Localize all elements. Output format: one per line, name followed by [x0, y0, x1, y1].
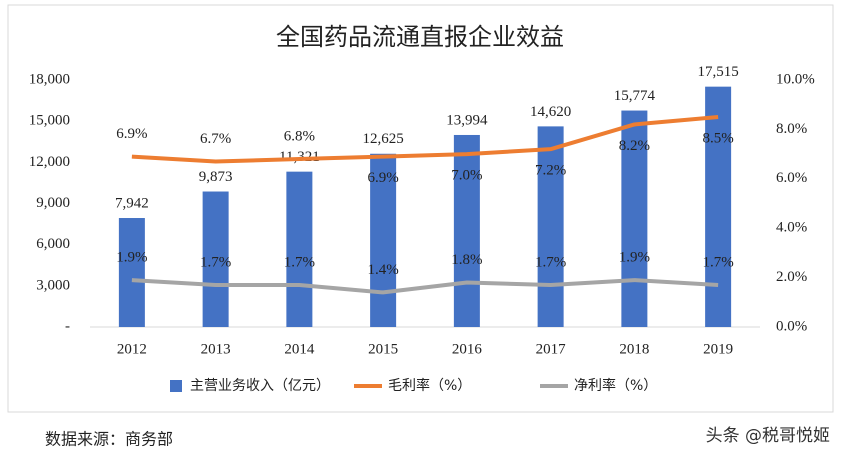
- bar: [202, 191, 229, 327]
- x-tick-label: 2019: [703, 341, 733, 357]
- line-value-label: 1.9%: [116, 250, 147, 266]
- y-tick-label: 12,000: [29, 154, 70, 170]
- line-value-label: 1.7%: [703, 254, 734, 270]
- line-value-label: 6.9%: [116, 126, 147, 142]
- y2-tick-label: 8.0%: [776, 121, 807, 137]
- line-value-label: 1.4%: [368, 262, 399, 278]
- x-tick-label: 2013: [201, 341, 231, 357]
- line: [131, 278, 719, 295]
- bar-value-label: 7,942: [115, 195, 149, 211]
- line-value-label: 8.5%: [703, 130, 734, 146]
- bar: [705, 86, 732, 328]
- line-value-label: 1.9%: [619, 250, 650, 266]
- source-note: 数据来源：商务部: [45, 430, 173, 449]
- y-tick-label: 9,000: [36, 195, 70, 211]
- bar-value-label: 14,620: [530, 104, 571, 120]
- y2-tick-label: 0.0%: [776, 318, 807, 334]
- x-tick-label: 2012: [117, 341, 147, 357]
- line-value-label: 1.7%: [200, 254, 231, 270]
- y2-tick-label: 10.0%: [776, 71, 815, 87]
- bar-value-label: 12,625: [363, 131, 404, 147]
- line-value-label: 6.8%: [284, 128, 315, 144]
- bar: [286, 171, 313, 327]
- legend-label: 净利率（%）: [574, 377, 657, 394]
- legend-label: 主营业务收入（亿元）: [190, 378, 330, 394]
- chart-title: 全国药品流通直报企业效益: [276, 23, 564, 51]
- line-value-label: 1.8%: [451, 252, 482, 268]
- y-tick-label: 3,000: [36, 277, 70, 293]
- legend-label: 毛利率（%）: [388, 377, 471, 394]
- bar-value-label: 9,873: [199, 169, 233, 185]
- bar: [621, 110, 648, 327]
- bar: [453, 134, 480, 327]
- bar-value-label: 17,515: [698, 64, 739, 80]
- y2-tick-label: 2.0%: [776, 269, 807, 285]
- x-tick-label: 2014: [284, 341, 315, 357]
- x-tick-label: 2015: [368, 341, 398, 357]
- y2-tick-label: 6.0%: [776, 170, 807, 186]
- line-value-label: 7.2%: [535, 163, 566, 179]
- line-value-label: 1.7%: [535, 254, 566, 270]
- y-tick-label: -: [65, 318, 70, 334]
- x-tick-label: 2016: [452, 341, 483, 357]
- x-tick-label: 2017: [536, 341, 567, 357]
- bar: [118, 218, 145, 327]
- line: [131, 115, 719, 164]
- legend-swatch: [170, 380, 182, 392]
- y-tick-label: 18,000: [29, 71, 70, 87]
- bar-value-label: 15,774: [614, 88, 656, 104]
- y-tick-label: 15,000: [29, 113, 70, 129]
- line-value-label: 7.0%: [451, 168, 482, 184]
- line-value-label: 6.7%: [200, 131, 231, 147]
- line-value-label: 1.7%: [284, 254, 315, 270]
- line-value-label: 8.2%: [619, 138, 650, 154]
- x-tick-label: 2018: [619, 341, 649, 357]
- bar: [537, 126, 564, 328]
- bar: [370, 153, 397, 327]
- y2-tick-label: 4.0%: [776, 220, 807, 236]
- line-value-label: 6.9%: [368, 170, 399, 186]
- bar-value-label: 13,994: [446, 112, 488, 128]
- y-tick-label: 6,000: [36, 236, 70, 252]
- watermark: 头条 @税哥悦姬: [706, 426, 830, 446]
- chart-frame: [7, 4, 834, 413]
